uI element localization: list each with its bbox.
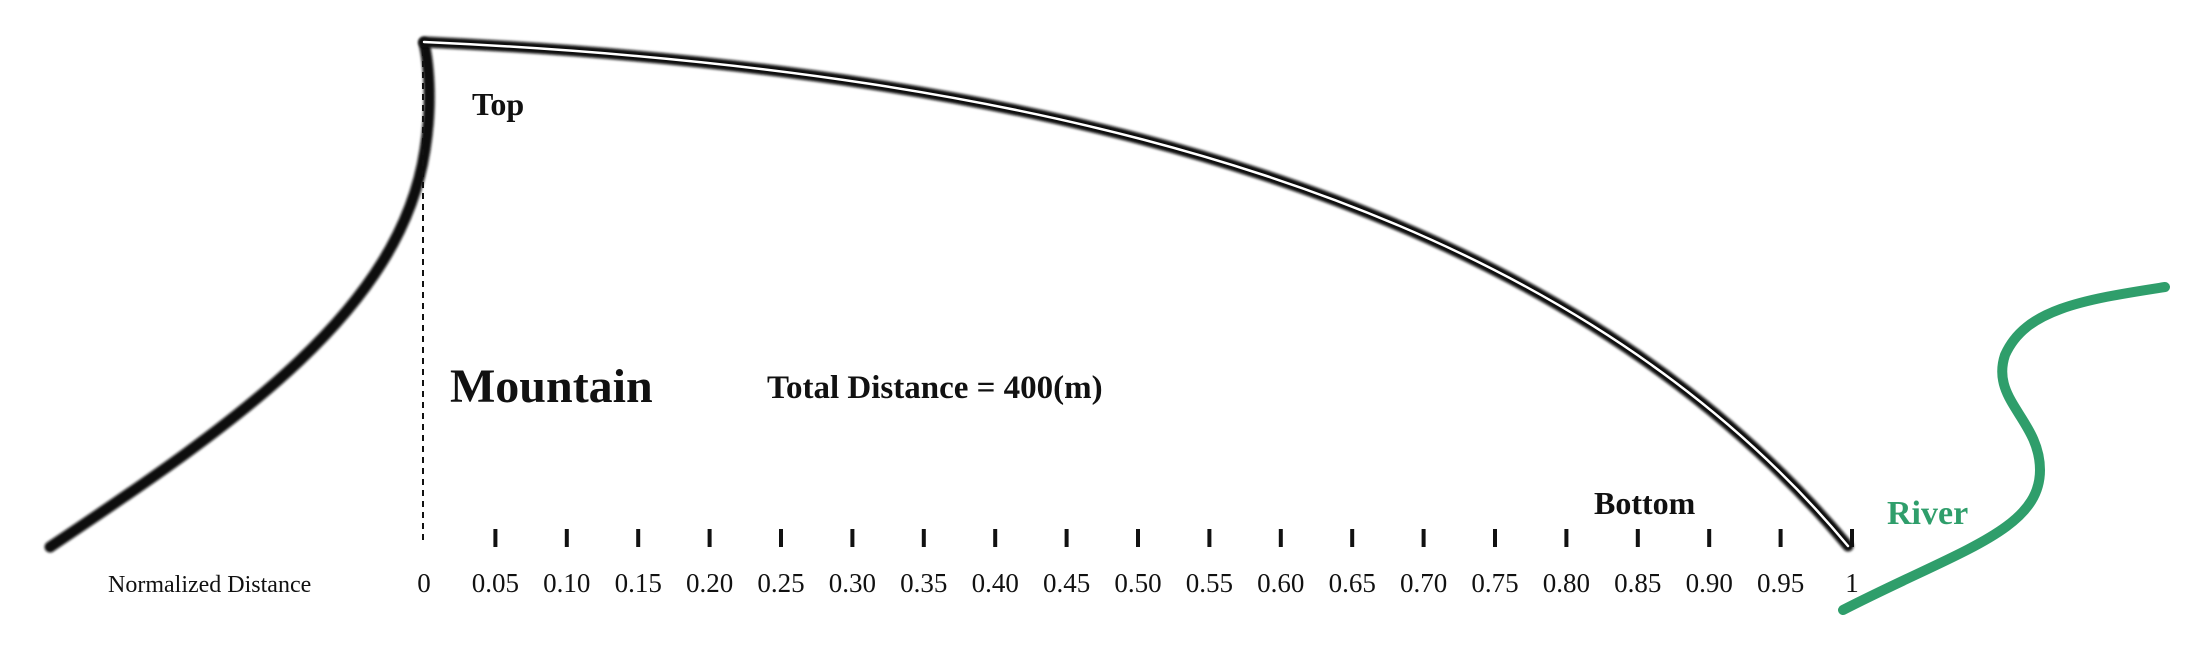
bottom-label: Bottom [1594,485,1696,521]
axis-tick-label: 0.85 [1614,568,1661,598]
slope-outer-line [418,36,1854,552]
axis-tick-label: 0.15 [615,568,662,598]
axis-tick-label: 0.60 [1257,568,1304,598]
total-distance-label: Total Distance = 400(m) [767,370,1103,406]
river-label: River [1887,495,1968,532]
axis-tick-label: 1 [1845,568,1859,598]
axis-tick-label: 0.45 [1043,568,1090,598]
axis-tick-label: 0.55 [1186,568,1233,598]
top-label: Top [472,86,524,122]
axis-tick-label: 0.25 [757,568,804,598]
axis-tick-label: 0.90 [1686,568,1733,598]
axis-tick-label: 0.35 [900,568,947,598]
axis-tick-label: 0.75 [1471,568,1518,598]
mountain-label: Mountain [450,360,653,413]
slope-inner-line [422,40,1850,548]
axis-title: Normalized Distance [108,572,311,598]
axis-tick-label: 0.80 [1543,568,1590,598]
axis-tick-label: 0.40 [972,568,1019,598]
axis-tick-label: 0.95 [1757,568,1804,598]
axis-ticks [493,529,1854,547]
axis-tick-label: 0.30 [829,568,876,598]
axis-tick-label: 0.20 [686,568,733,598]
axis-tick-label: 0.70 [1400,568,1447,598]
axis-tick-label: 0.10 [543,568,590,598]
axis-tick-labels: 0 0.05 0.10 0.15 0.20 0.25 0.30 0.35 0.40 0.45 0.5… [417,568,1859,598]
mountain-left-face [44,37,435,553]
axis-tick-label: 0.05 [472,568,519,598]
axis-tick-label: 0 [417,568,431,598]
axis-tick-label: 0.50 [1114,568,1161,598]
river-line [1838,282,2170,615]
axis-tick-label: 0.65 [1329,568,1376,598]
